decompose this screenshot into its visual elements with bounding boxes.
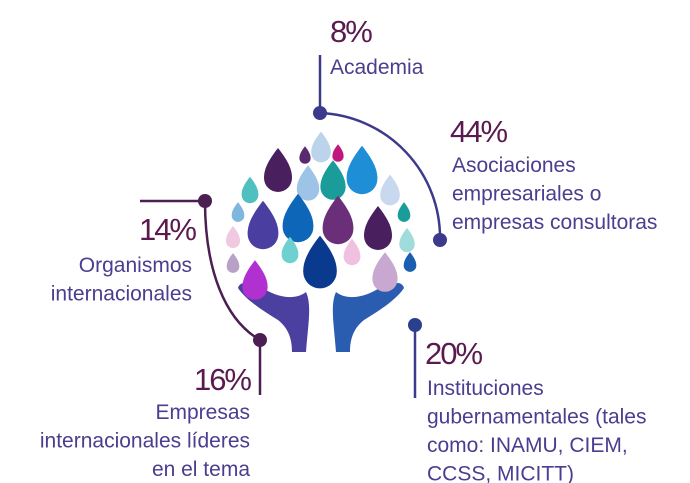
- leaf: [296, 165, 320, 201]
- category-label: Asociaciones: [452, 154, 576, 177]
- labels: 8% Academia 44% Asociaciones empresariales o…: [40, 14, 658, 483]
- leaf: [403, 252, 417, 272]
- leaf: [264, 148, 292, 192]
- connector-arc: [203, 200, 261, 342]
- category-label: Academia: [330, 56, 424, 79]
- category-label: internacionales líderes: [40, 430, 250, 453]
- percent: 14%: [139, 212, 196, 247]
- leaf: [346, 145, 378, 195]
- leaf: [231, 202, 245, 222]
- dot: [253, 333, 267, 347]
- leaf: [364, 206, 392, 250]
- category-label: Empresas: [155, 401, 250, 424]
- percent: 20%: [425, 336, 482, 371]
- leaf: [320, 160, 346, 200]
- leaf: [399, 227, 415, 253]
- percent: 44%: [450, 114, 507, 149]
- dot: [433, 233, 447, 247]
- tree-illustration: [226, 131, 417, 352]
- category-label: como: INAMU, CIEM,: [427, 434, 628, 457]
- category-label: Instituciones: [427, 377, 544, 400]
- leaf: [380, 174, 400, 206]
- left-hand: [238, 282, 310, 352]
- leaf: [242, 260, 268, 300]
- category-label: gubernamentales (tales: [427, 406, 646, 429]
- leaf: [226, 226, 240, 248]
- right-hand: [332, 282, 404, 352]
- percent: 8%: [330, 14, 372, 49]
- category-label: internacionales: [51, 283, 192, 306]
- connectors: [140, 55, 442, 398]
- leaf: [397, 202, 411, 222]
- leaf: [332, 144, 344, 162]
- leaf: [311, 131, 331, 163]
- leaf: [247, 200, 279, 250]
- category-label: empresariales o: [452, 183, 601, 206]
- connector-arc: [319, 111, 442, 241]
- leaf: [372, 252, 398, 292]
- leaf: [299, 146, 311, 164]
- leaf: [322, 195, 354, 245]
- category-label: en el tema: [152, 458, 250, 481]
- dot: [313, 106, 327, 120]
- leaf: [282, 193, 314, 243]
- category-label: CCSS, MICITT): [427, 463, 574, 483]
- leaf: [241, 176, 259, 204]
- leaf: [226, 253, 240, 273]
- percent: 16%: [194, 362, 251, 397]
- dots: [198, 106, 447, 347]
- leaf: [343, 238, 361, 266]
- dot: [198, 194, 212, 208]
- category-label: Organismos: [79, 254, 192, 277]
- category-label: empresas consultoras: [452, 211, 657, 234]
- dot: [408, 318, 422, 332]
- leaf: [303, 235, 337, 289]
